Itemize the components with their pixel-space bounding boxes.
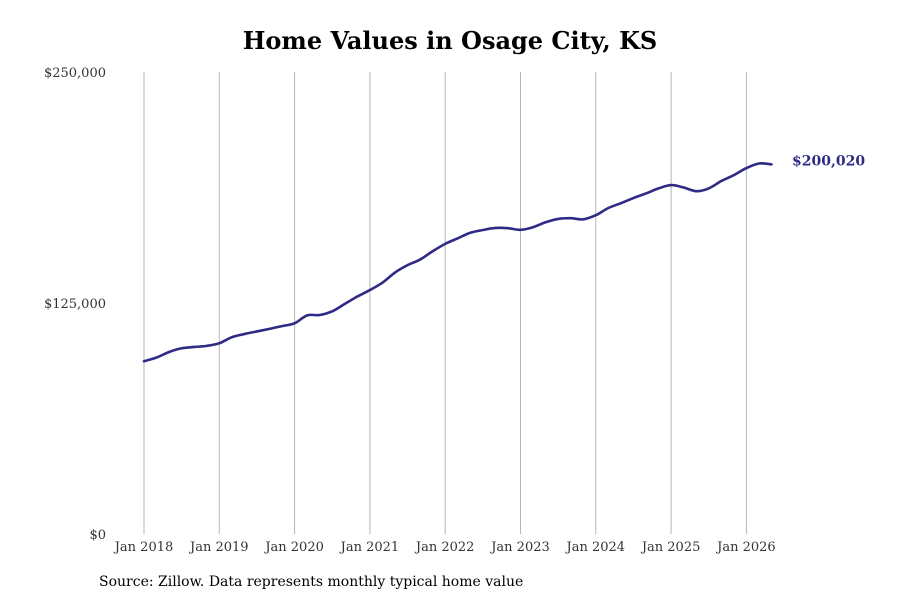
y-tick-label: $250,000 <box>44 66 106 81</box>
series-line <box>142 162 773 363</box>
x-tick-label: Jan 2026 <box>715 540 776 555</box>
y-tick-label: $125,000 <box>44 297 106 312</box>
x-tick-label: Jan 2022 <box>414 540 475 555</box>
x-axis-labels: Jan 2018 Jan 2019 Jan 2020 Jan 2021 Jan 2022… <box>113 540 776 555</box>
y-tick-label: $0 <box>89 528 106 543</box>
series <box>142 162 773 363</box>
x-tick-label: Jan 2023 <box>489 540 550 555</box>
x-tick-label: Jan 2020 <box>263 540 324 555</box>
x-tick-label: Jan 2019 <box>188 540 249 555</box>
data-labels: $200,020 <box>792 153 865 169</box>
end-value-label: $200,020 <box>792 153 865 169</box>
chart-title: Home Values in Osage City, KS <box>242 26 658 55</box>
x-tick-label: Jan 2018 <box>113 540 174 555</box>
source-note: Source: Zillow. Data represents monthly … <box>99 574 524 590</box>
x-tick-label: Jan 2024 <box>565 540 626 555</box>
y-axis-labels: $0 $125,000 $250,000 <box>44 66 106 543</box>
x-tick-label: Jan 2025 <box>640 540 701 555</box>
gridlines <box>143 72 747 534</box>
x-tick-label: Jan 2021 <box>339 540 400 555</box>
